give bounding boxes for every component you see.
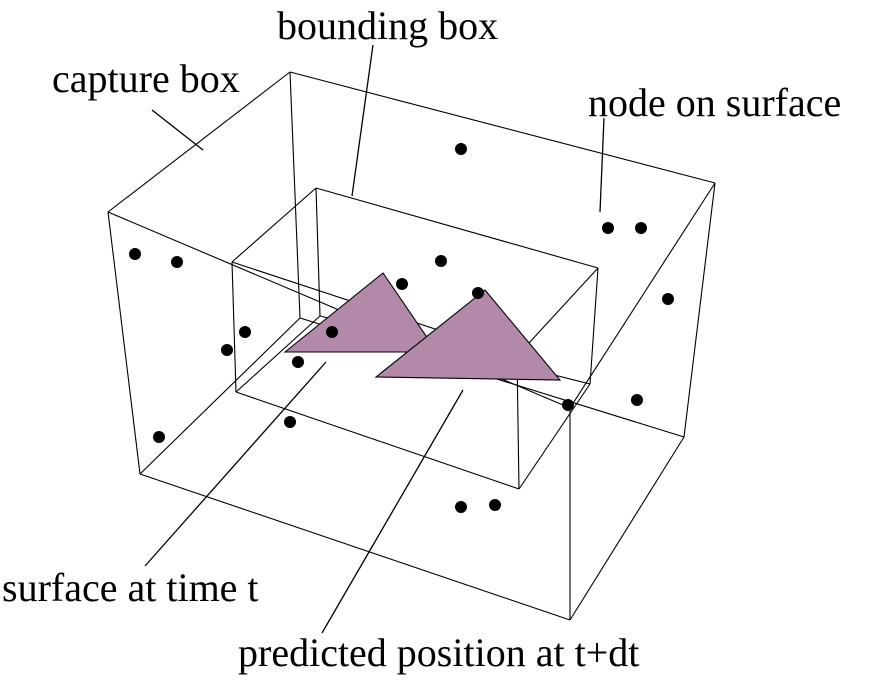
capture-box-label: capture box bbox=[52, 56, 240, 101]
node bbox=[292, 356, 304, 368]
node bbox=[455, 501, 467, 513]
leader-capture-box bbox=[151, 109, 204, 151]
leader-node-on-surface bbox=[599, 117, 605, 213]
node-on-surface-label: node on surface bbox=[588, 80, 842, 125]
node bbox=[171, 256, 183, 268]
node bbox=[129, 248, 141, 260]
node bbox=[284, 416, 296, 428]
leader-predicted-position bbox=[321, 389, 464, 634]
node bbox=[635, 222, 647, 234]
node bbox=[326, 326, 338, 338]
node bbox=[631, 394, 643, 406]
node bbox=[221, 344, 233, 356]
node bbox=[435, 255, 447, 267]
node bbox=[239, 326, 251, 338]
leader-surface-at-time bbox=[144, 361, 327, 567]
nodes bbox=[129, 143, 674, 513]
node bbox=[396, 278, 408, 290]
node bbox=[489, 499, 501, 511]
node bbox=[472, 287, 484, 299]
node bbox=[562, 399, 574, 411]
predicted-triangle bbox=[374, 289, 562, 381]
leader-bounding-box bbox=[351, 44, 374, 197]
node bbox=[662, 293, 674, 305]
predicted-position-label: predicted position at t+dt bbox=[238, 630, 640, 675]
bounding-box-label: bounding box bbox=[277, 3, 499, 48]
surface-triangle bbox=[283, 272, 439, 353]
node bbox=[153, 431, 165, 443]
node bbox=[455, 143, 467, 155]
node bbox=[602, 222, 614, 234]
surface-at-time-label: surface at time t bbox=[2, 565, 259, 610]
